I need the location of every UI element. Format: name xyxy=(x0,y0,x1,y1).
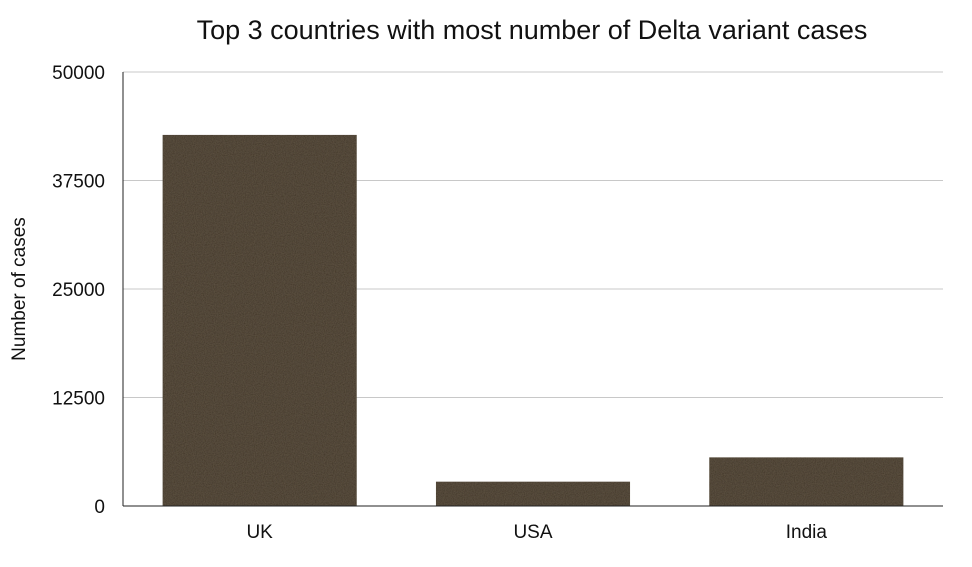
x-tick-label: USA xyxy=(513,522,552,543)
chart-title: Top 3 countries with most number of Delt… xyxy=(197,15,868,45)
bar-india xyxy=(709,457,904,506)
y-tick-label: 12500 xyxy=(52,389,105,410)
y-axis-ticks: 0 12500 25000 37500 50000 xyxy=(52,63,105,518)
y-tick-label: 0 xyxy=(94,497,105,518)
y-tick-label: 37500 xyxy=(52,172,105,193)
bar-uk xyxy=(162,134,357,506)
bars xyxy=(162,134,904,506)
y-tick-label: 25000 xyxy=(52,280,105,301)
x-tick-label: UK xyxy=(246,522,273,543)
x-axis-ticks: UK USA India xyxy=(246,522,827,543)
y-tick-label: 50000 xyxy=(52,63,105,84)
x-tick-label: India xyxy=(786,522,828,543)
bar-usa xyxy=(435,481,631,506)
y-axis-title: Number of cases xyxy=(9,217,30,361)
